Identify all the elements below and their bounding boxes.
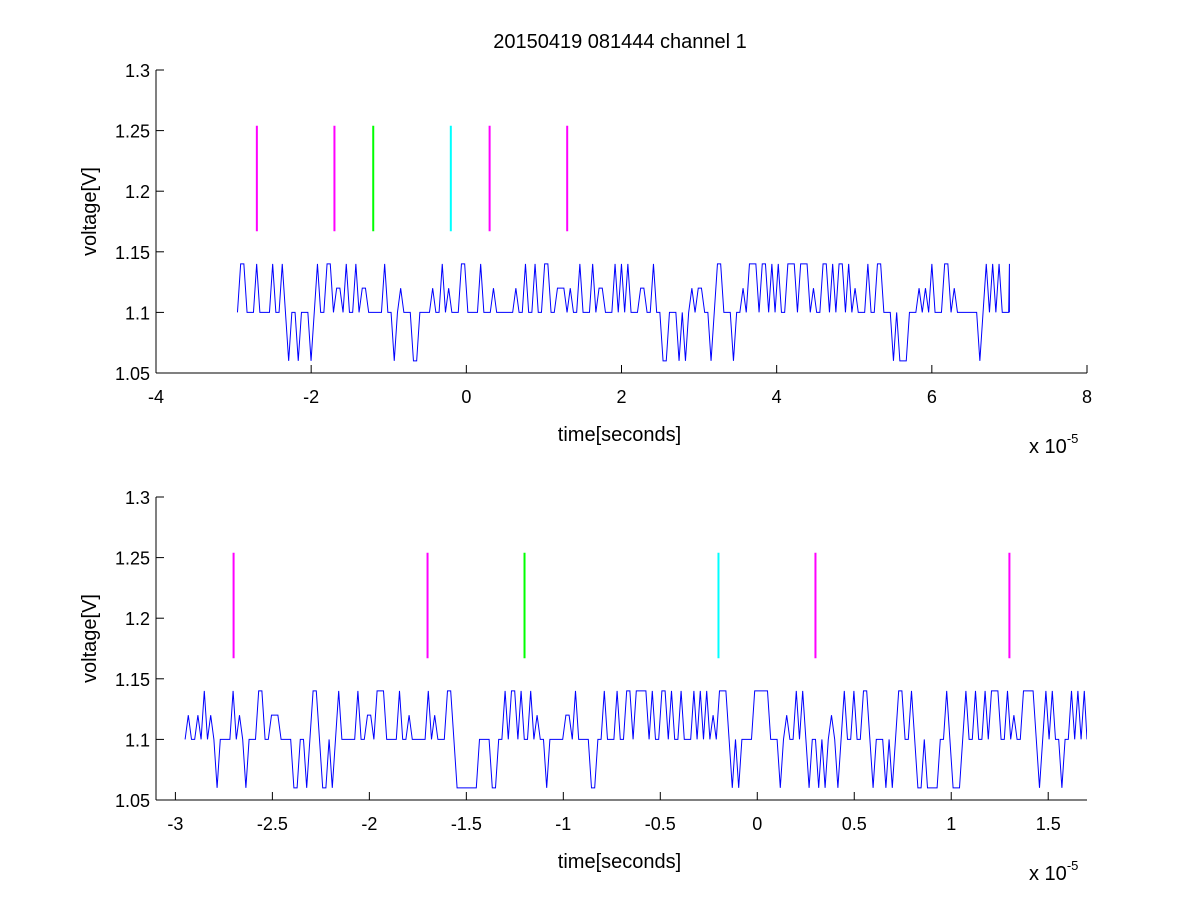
top-y-tick-label-1: 1.05 xyxy=(115,364,150,384)
bottom-x-tick-label-1: -3 xyxy=(167,814,183,834)
top-x-tick-label-5: 4 xyxy=(772,387,782,407)
top-subplot: -4 -2 0 2 4 6 8 1.05 1.1 1.15 1.2 1.25 1.3 time[secon… xyxy=(79,61,1092,458)
bottom-y-tick-label-5: 1.25 xyxy=(115,549,150,569)
bottom-x-tick-label-7: 0 xyxy=(752,814,762,834)
top-x-multiplier-exponent: -5 xyxy=(1067,431,1079,446)
bottom-x-tick-label-4: -1.5 xyxy=(451,814,482,834)
bottom-x-tick-label-10: 1.5 xyxy=(1036,814,1061,834)
bottom-x-multiplier-exponent: -5 xyxy=(1067,858,1079,873)
top-x-multiplier: x 10-5 xyxy=(1029,431,1078,458)
top-x-tick-label-1: -4 xyxy=(148,387,164,407)
bottom-x-tick-label-8: 0.5 xyxy=(842,814,867,834)
bottom-x-tick-label-6: -0.5 xyxy=(645,814,676,834)
bottom-subplot: -3 -2.5 -2 -1.5 -1 -0.5 0 0.5 1 1.5 1.05 1.1 1.15 1.2… xyxy=(79,488,1087,885)
bottom-signal-line xyxy=(184,690,1087,789)
top-x-tick-label-3: 0 xyxy=(461,387,471,407)
bottom-y-tick-label-4: 1.2 xyxy=(125,609,150,629)
bottom-x-tick-label-3: -2 xyxy=(361,814,377,834)
top-x-multiplier-base: x 10 xyxy=(1029,436,1067,458)
bottom-x-tick-label-5: -1 xyxy=(555,814,571,834)
bottom-x-multiplier: x 10-5 xyxy=(1029,858,1078,885)
top-x-tick-label-4: 2 xyxy=(616,387,626,407)
bottom-y-axis-title: voltage[V] xyxy=(79,594,101,683)
bottom-x-tick-label-9: 1 xyxy=(946,814,956,834)
top-x-axis-title: time[seconds] xyxy=(558,424,681,446)
bottom-x-multiplier-base: x 10 xyxy=(1029,863,1067,885)
bottom-y-tick-label-1: 1.05 xyxy=(115,791,150,811)
bottom-x-tick-label-2: -2.5 xyxy=(257,814,288,834)
top-y-axis-title: voltage[V] xyxy=(79,167,101,256)
bottom-y-tick-label-6: 1.3 xyxy=(125,488,150,508)
top-y-tick-label-6: 1.3 xyxy=(125,61,150,81)
top-y-tick-label-3: 1.15 xyxy=(115,243,150,263)
bottom-y-tick-label-3: 1.15 xyxy=(115,670,150,690)
top-x-tick-label-2: -2 xyxy=(303,387,319,407)
top-x-tick-label-7: 8 xyxy=(1082,387,1092,407)
bottom-x-axis-title: time[seconds] xyxy=(558,851,681,873)
top-y-tick-label-4: 1.2 xyxy=(125,182,150,202)
top-x-tick-label-6: 6 xyxy=(927,387,937,407)
figure-title: 20150419 081444 channel 1 xyxy=(493,31,747,53)
top-y-tick-label-5: 1.25 xyxy=(115,122,150,142)
top-signal-line xyxy=(236,263,1010,362)
top-y-tick-label-2: 1.1 xyxy=(125,303,150,323)
bottom-y-tick-label-2: 1.1 xyxy=(125,730,150,750)
